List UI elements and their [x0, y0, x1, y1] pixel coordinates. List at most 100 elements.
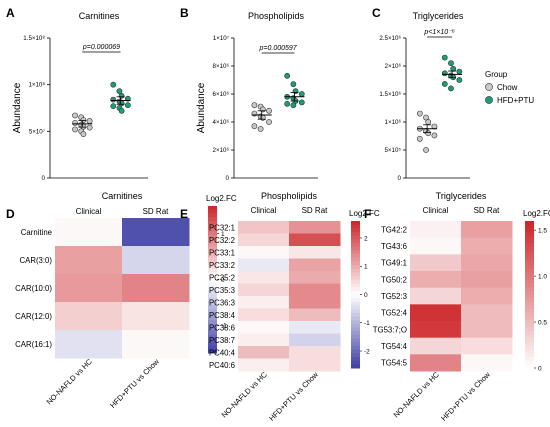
row-label: TG49:1	[381, 259, 407, 268]
panel-label: D	[6, 207, 15, 221]
row-label: TG52:4	[381, 309, 408, 318]
colorbar-segment	[525, 250, 534, 255]
data-point	[448, 85, 454, 92]
data-point	[292, 88, 299, 95]
colorbar-segment	[525, 232, 534, 237]
colorbar-segment	[525, 290, 534, 295]
row-label: PC35:3	[209, 286, 235, 295]
row-label: PC32:1	[209, 223, 235, 232]
colorbar-segment	[525, 349, 534, 354]
colorbar-segment	[351, 349, 360, 354]
data-point	[251, 102, 258, 109]
heatmap-cell	[410, 337, 462, 355]
data-point	[116, 88, 123, 95]
colorbar-segment	[208, 231, 217, 236]
colorbar: Log2.FC -1 0 1	[206, 194, 237, 354]
colorbar-segment	[208, 327, 217, 332]
row-label: PC36:3	[209, 298, 235, 307]
x-tick-label: HFD+PTU vs Chow	[267, 370, 320, 423]
series-hfd-ptu	[441, 54, 463, 92]
panel-label: E	[180, 207, 188, 221]
legend: Group Chow HFD+PTU	[485, 70, 534, 105]
colorbar-segment	[208, 279, 217, 284]
colorbar-segment	[351, 331, 360, 336]
y-tick-label: 1×10⁸	[28, 82, 45, 89]
colorbar-segment	[351, 246, 360, 251]
row-label: Carnitine	[21, 228, 52, 237]
heatmap-cell	[410, 271, 462, 289]
heatmap-cell	[55, 302, 123, 331]
y-tick-label: 5×10⁷	[29, 128, 45, 135]
column-header: SD Rat	[143, 207, 170, 216]
colorbar-segment	[525, 257, 534, 262]
data-point	[425, 119, 432, 125]
heatmap-cell	[410, 304, 462, 322]
panel-title: Phospholipids	[248, 11, 305, 21]
panel-title: Triglycerides	[436, 191, 487, 201]
legend-label: HFD+PTU	[497, 96, 534, 105]
data-point	[431, 132, 438, 139]
panel-title: Carnitines	[102, 191, 143, 201]
heatmap-cell	[410, 221, 462, 239]
colorbar-segment	[351, 305, 360, 310]
p-value: p=0.000597	[259, 45, 298, 52]
row-label: PC35:2	[209, 273, 235, 282]
colorbar-title: Log2.FC	[206, 194, 237, 203]
colorbar-segment	[351, 254, 360, 259]
heatmap-cell	[122, 302, 190, 331]
data-point	[441, 81, 448, 87]
colorbar-segment	[208, 268, 217, 273]
colorbar: Log2.FC -2 -1 0 1 2	[349, 209, 380, 369]
colorbar-segment	[525, 356, 534, 362]
y-tick-label: 2×10⁶	[385, 63, 402, 70]
colorbar-segment	[525, 239, 534, 244]
data-point	[251, 123, 258, 130]
heatmap-cell	[410, 321, 462, 339]
data-point	[86, 124, 93, 131]
heatmap-cell	[410, 354, 462, 372]
colorbar-tick-label: -1	[364, 320, 370, 327]
colorbar-segment	[208, 349, 217, 354]
colorbar-segment	[351, 221, 360, 226]
row-label: PC33:1	[209, 248, 235, 257]
colorbar-tick-label: 1.0	[538, 273, 547, 280]
colorbar-segment	[525, 224, 534, 229]
colorbar-segment	[208, 224, 217, 229]
colorbar-segment	[525, 235, 534, 240]
series-hfd-ptu	[110, 81, 131, 114]
heatmap-cell	[122, 274, 190, 303]
y-tick-label: 0	[226, 175, 230, 182]
colorbar-tick-label: 0.5	[538, 319, 547, 326]
column-header: SD Rat	[474, 206, 501, 215]
heatmap-cell	[289, 333, 341, 347]
colorbar-segment	[351, 224, 360, 229]
colorbar-segment	[351, 312, 360, 318]
colorbar-segment	[351, 320, 360, 325]
colorbar-segment	[351, 235, 360, 240]
colorbar-segment	[208, 305, 217, 310]
colorbar-segment	[208, 275, 217, 280]
x-tick-label: NO-NAFLD vs HC	[45, 357, 95, 407]
colorbar-segment	[525, 287, 534, 292]
data-point	[423, 147, 429, 153]
colorbar-segment	[208, 312, 217, 317]
heatmap-cell	[238, 246, 290, 259]
panel-e: E Phospholipids Clinical SD Rat PC32:1 PC32:2…	[180, 191, 380, 423]
heatmap-cell	[461, 271, 513, 289]
colorbar-segment	[208, 272, 217, 277]
colorbar-segment	[351, 283, 360, 288]
colorbar-segment	[351, 228, 360, 233]
x-tick-label: HFD+PTU vs Chow	[439, 370, 492, 423]
series-chow	[251, 102, 272, 132]
x-tick-label: NO-NAFLD vs HC	[392, 370, 442, 420]
colorbar-segment	[208, 213, 217, 218]
data-point	[266, 107, 272, 114]
row-label: PC33:2	[209, 261, 235, 270]
colorbar-tick-label: 1	[221, 231, 225, 238]
data-point	[110, 81, 117, 88]
colorbar-segment	[525, 298, 534, 303]
row-label: PC32:2	[209, 236, 235, 245]
colorbar-segment	[351, 327, 360, 332]
colorbar-segment	[525, 305, 534, 310]
heatmap-cell	[289, 246, 341, 259]
